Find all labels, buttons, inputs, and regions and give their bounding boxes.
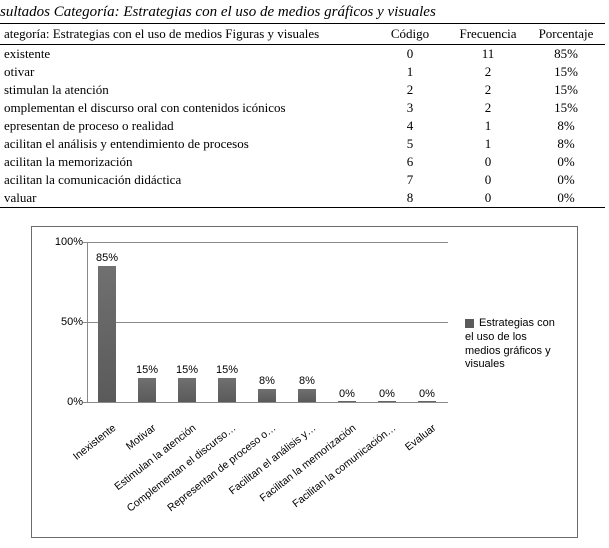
cell-pct: 85% [527, 45, 605, 64]
cell-pct: 8% [527, 135, 605, 153]
legend-text: Estrategias con el uso de los medios grá… [465, 317, 555, 370]
table-row: epresentan de proceso o realidad418% [0, 117, 605, 135]
cell-freq: 2 [449, 81, 527, 99]
cell-name: omplementan el discurso oral con conteni… [0, 99, 371, 117]
legend-swatch [465, 319, 474, 328]
bar-value-label: 15% [167, 364, 207, 376]
cell-pct: 0% [527, 189, 605, 208]
cell-name: acilitan la memorización [0, 153, 371, 171]
cell-freq: 0 [449, 171, 527, 189]
cell-pct: 15% [527, 99, 605, 117]
cell-pct: 15% [527, 63, 605, 81]
cell-freq: 0 [449, 153, 527, 171]
cell-pct: 8% [527, 117, 605, 135]
bar-value-label: 15% [207, 364, 247, 376]
y-axis-label: 0% [67, 396, 83, 408]
page-title: sultados Categoría: Estrategias con el u… [0, 0, 609, 23]
table-row: acilitan el análisis y entendimiento de … [0, 135, 605, 153]
cell-pct: 0% [527, 153, 605, 171]
bar [178, 378, 196, 402]
bar-value-label: 0% [327, 388, 367, 400]
cell-name: acilitan el análisis y entendimiento de … [0, 135, 371, 153]
cell-name: stimulan la atención [0, 81, 371, 99]
bar-value-label: 0% [367, 388, 407, 400]
table-header-row: ategoría: Estrategias con el uso de medi… [0, 24, 605, 45]
bar [298, 389, 316, 402]
ytick [83, 402, 88, 403]
bar-value-label: 85% [87, 252, 127, 264]
bar [98, 266, 116, 402]
cell-code: 2 [371, 81, 449, 99]
cell-code: 6 [371, 153, 449, 171]
cell-code: 5 [371, 135, 449, 153]
cell-name: existente [0, 45, 371, 64]
bar-chart: 0%50%100%85%Inexistente15%Motivar15%Esti… [31, 226, 578, 538]
cell-freq: 0 [449, 189, 527, 208]
y-axis-label: 50% [61, 316, 83, 328]
cell-code: 8 [371, 189, 449, 208]
ytick [83, 242, 88, 243]
cell-name: valuar [0, 189, 371, 208]
table-row: existente01185% [0, 45, 605, 64]
legend: Estrategias con el uso de los medios grá… [465, 317, 565, 372]
results-table: ategoría: Estrategias con el uso de medi… [0, 23, 605, 208]
cell-name: otivar [0, 63, 371, 81]
cell-freq: 1 [449, 135, 527, 153]
cell-freq: 2 [449, 99, 527, 117]
cell-freq: 2 [449, 63, 527, 81]
grid-line [88, 322, 448, 323]
bar [418, 401, 436, 402]
table-row: valuar800% [0, 189, 605, 208]
bar [338, 401, 356, 402]
cell-code: 0 [371, 45, 449, 64]
cell-freq: 1 [449, 117, 527, 135]
col-freq: Frecuencia [449, 24, 527, 45]
bar [138, 378, 156, 402]
table-row: omplementan el discurso oral con conteni… [0, 99, 605, 117]
cell-code: 1 [371, 63, 449, 81]
x-axis-label: Motivar [124, 422, 159, 453]
cell-pct: 0% [527, 171, 605, 189]
table-row: acilitan la memorización600% [0, 153, 605, 171]
bar-value-label: 8% [247, 375, 287, 387]
bar-value-label: 15% [127, 364, 167, 376]
cell-pct: 15% [527, 81, 605, 99]
bar [258, 389, 276, 402]
cell-name: epresentan de proceso o realidad [0, 117, 371, 135]
col-pct: Porcentaje [527, 24, 605, 45]
col-name: ategoría: Estrategias con el uso de medi… [0, 24, 371, 45]
cell-code: 4 [371, 117, 449, 135]
plot-area: 0%50%100%85%Inexistente15%Motivar15%Esti… [87, 242, 448, 403]
cell-name: acilitan la comunicación didáctica [0, 171, 371, 189]
x-axis-label: Evaluar [403, 422, 438, 453]
bar [378, 401, 396, 402]
bar-value-label: 0% [407, 388, 447, 400]
table-row: stimulan la atención2215% [0, 81, 605, 99]
ytick [83, 322, 88, 323]
bar-value-label: 8% [287, 375, 327, 387]
bar [218, 378, 236, 402]
x-axis-label: Inexistente [71, 422, 118, 463]
grid-line [88, 242, 448, 243]
cell-freq: 11 [449, 45, 527, 64]
y-axis-label: 100% [55, 236, 83, 248]
cell-code: 3 [371, 99, 449, 117]
table-row: otivar1215% [0, 63, 605, 81]
table-row: acilitan la comunicación didáctica700% [0, 171, 605, 189]
cell-code: 7 [371, 171, 449, 189]
col-code: Código [371, 24, 449, 45]
